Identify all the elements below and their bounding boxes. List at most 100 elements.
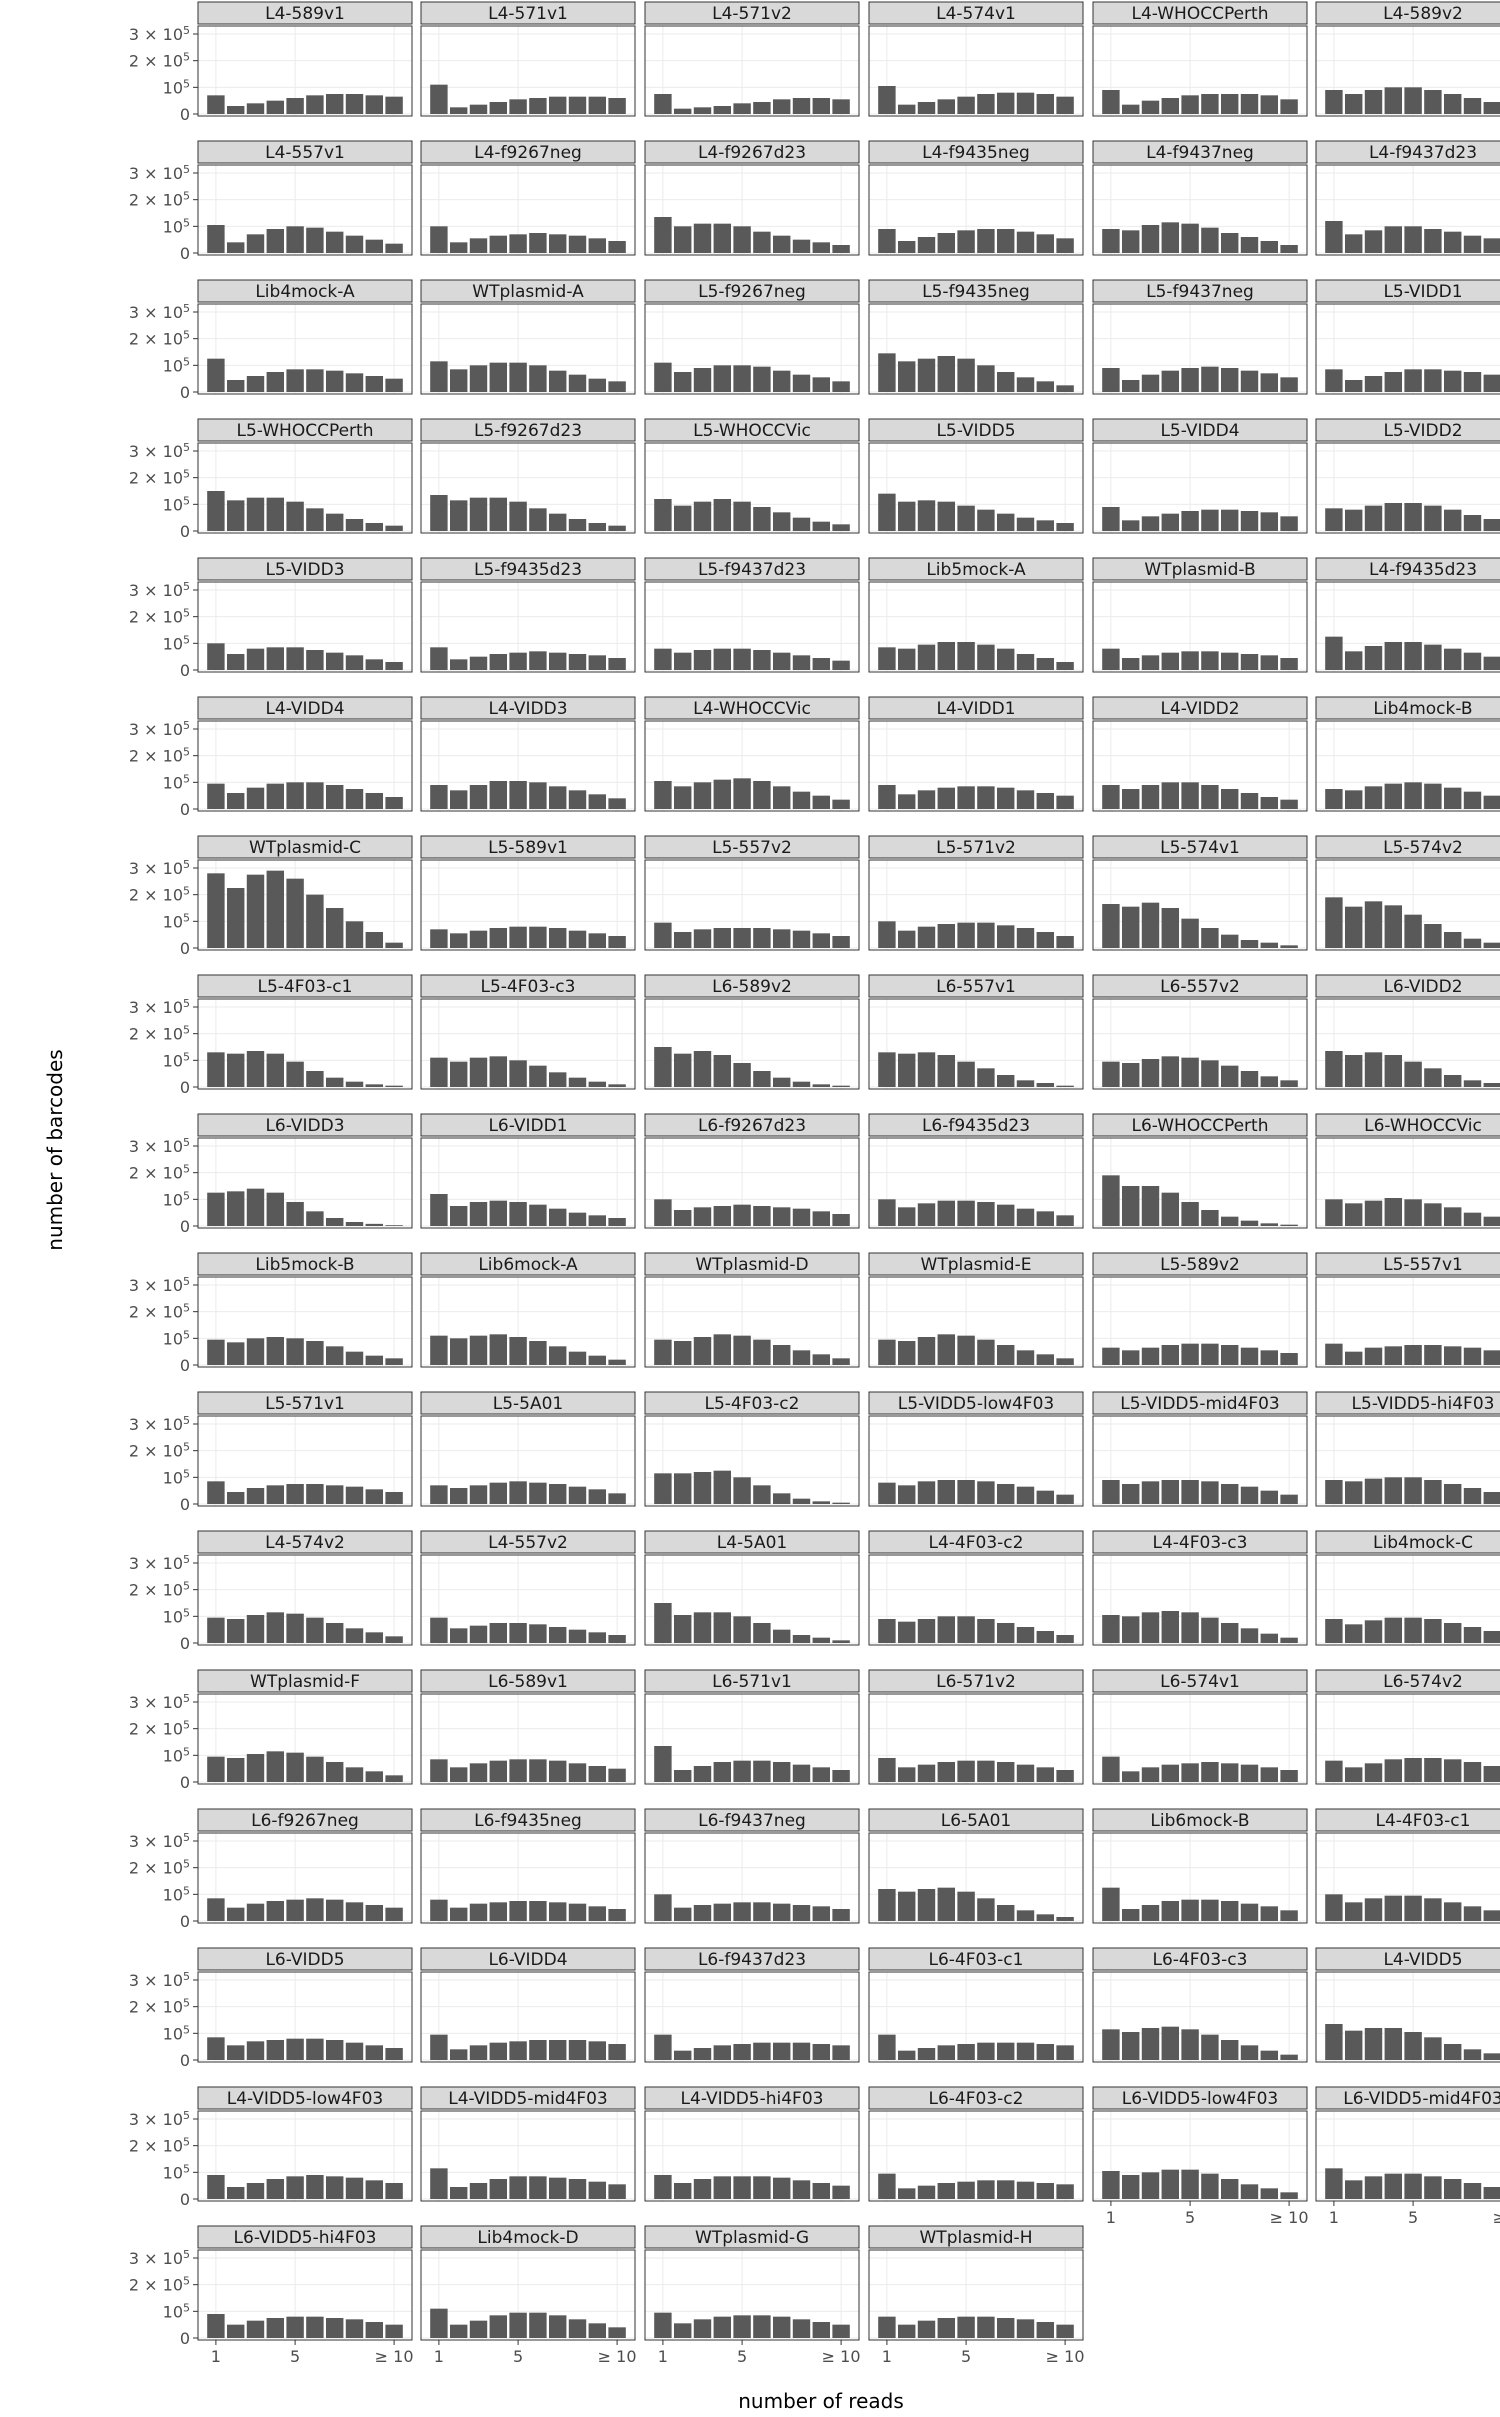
facet-strip [420, 2225, 636, 2249]
bar [509, 781, 527, 809]
bar [226, 1342, 245, 1365]
facet-strip [868, 140, 1084, 164]
bar [489, 1334, 508, 1365]
bar [1161, 222, 1180, 253]
facet-label: L6-557v1 [936, 977, 1016, 997]
bar [1102, 1061, 1120, 1087]
bar [917, 644, 936, 670]
facet-strip [1092, 974, 1308, 998]
bar [1141, 1059, 1160, 1087]
facet-label: L5-f9267d23 [474, 421, 582, 441]
facet-panel: L6-WHOCCVic [1315, 1113, 1500, 1229]
bar [1121, 1484, 1140, 1504]
bar [977, 786, 995, 809]
bar [345, 1767, 364, 1782]
facet-strip [1315, 1252, 1500, 1276]
bar [1424, 2176, 1442, 2199]
bar [608, 98, 626, 114]
bar [226, 1758, 245, 1782]
bar [917, 2185, 936, 2199]
facet-panel: L4-574v2 0 105 2 × 105 3 × 105 [129, 1530, 413, 1653]
facet-panel: L4-571v1 [420, 1, 636, 117]
x-tick-label: 5 [737, 2347, 747, 2366]
bar [430, 2308, 448, 2338]
facet-label: L6-589v1 [488, 1672, 568, 1692]
facet-label: L4-VIDD1 [936, 699, 1015, 719]
bar [430, 1194, 448, 1226]
bar [345, 1902, 364, 1921]
bar [1141, 1612, 1160, 1643]
bar [226, 500, 245, 531]
panel-border [1092, 1693, 1308, 1785]
bar [1240, 2184, 1259, 2199]
panel-border [1092, 164, 1308, 256]
bar [246, 103, 265, 114]
bar [449, 1628, 468, 1643]
bar [306, 508, 324, 531]
bar [489, 1902, 508, 1921]
bar [753, 231, 771, 253]
bar [469, 2183, 488, 2199]
panel-border [420, 581, 636, 673]
panel-border [197, 164, 413, 256]
bar [207, 358, 225, 392]
bar [1161, 2026, 1180, 2060]
bar [306, 2316, 324, 2338]
bar [325, 1485, 344, 1504]
bar [246, 376, 265, 392]
bar [1364, 1200, 1383, 1226]
y-tick-label: 2 × 105 [129, 1579, 190, 1600]
bar [1325, 1894, 1343, 1921]
facet-panel: L4-f9437d23 [1315, 140, 1500, 256]
bar [1364, 505, 1383, 531]
facet-panel: L6-f9267d23 [644, 1113, 860, 1229]
bar [1404, 1345, 1422, 1365]
bar [1463, 1080, 1482, 1087]
bar [529, 651, 547, 670]
facet-panel: L6-f9267neg 0 105 2 × 105 3 × 105 [129, 1808, 413, 1931]
facet-label: WTplasmid-B [1144, 560, 1255, 580]
facet-label: Lib4mock-A [255, 282, 355, 302]
facet-label: L5-f9267neg [698, 282, 806, 302]
bar [977, 94, 995, 114]
bar [246, 1338, 265, 1365]
facet-label: WTplasmid-C [249, 838, 361, 858]
bar [792, 930, 811, 948]
y-tick-label: 105 [163, 1189, 190, 1210]
bar [832, 936, 850, 948]
bar [977, 1481, 995, 1504]
bar [385, 2324, 403, 2338]
bar [1102, 90, 1120, 114]
bar [365, 659, 384, 670]
facet-panel: L5-4F03-c1 0 105 2 × 105 3 × 105 [129, 974, 413, 1097]
bar [1344, 906, 1363, 948]
bar [1280, 2192, 1298, 2199]
bar [792, 1905, 811, 1921]
bar [365, 1355, 384, 1365]
bar [365, 1084, 384, 1087]
y-tick-label: 105 [163, 1606, 190, 1627]
bar [1384, 905, 1403, 948]
bar [812, 1354, 831, 1365]
bar [878, 921, 896, 948]
bar [246, 234, 265, 253]
bar [489, 1482, 508, 1504]
bar [1121, 789, 1140, 809]
bar [654, 94, 672, 114]
bar [832, 2045, 850, 2060]
bar [469, 2320, 488, 2338]
bar [1404, 1477, 1422, 1504]
bar [430, 1335, 448, 1365]
x-tick-label: 1 [658, 2347, 668, 2366]
bar [673, 1341, 692, 1365]
facet-label: L5-f9435neg [922, 282, 1030, 302]
bar [469, 365, 488, 392]
facet-label: L6-4F03-c1 [929, 1950, 1024, 1970]
facet-label: L4-VIDD4 [265, 699, 344, 719]
facet-label: L4-4F03-c2 [929, 1533, 1024, 1553]
bar [1344, 1351, 1363, 1365]
bar [1121, 1616, 1140, 1643]
panel-border [420, 998, 636, 1090]
bar [306, 894, 324, 948]
bar [1260, 942, 1279, 948]
